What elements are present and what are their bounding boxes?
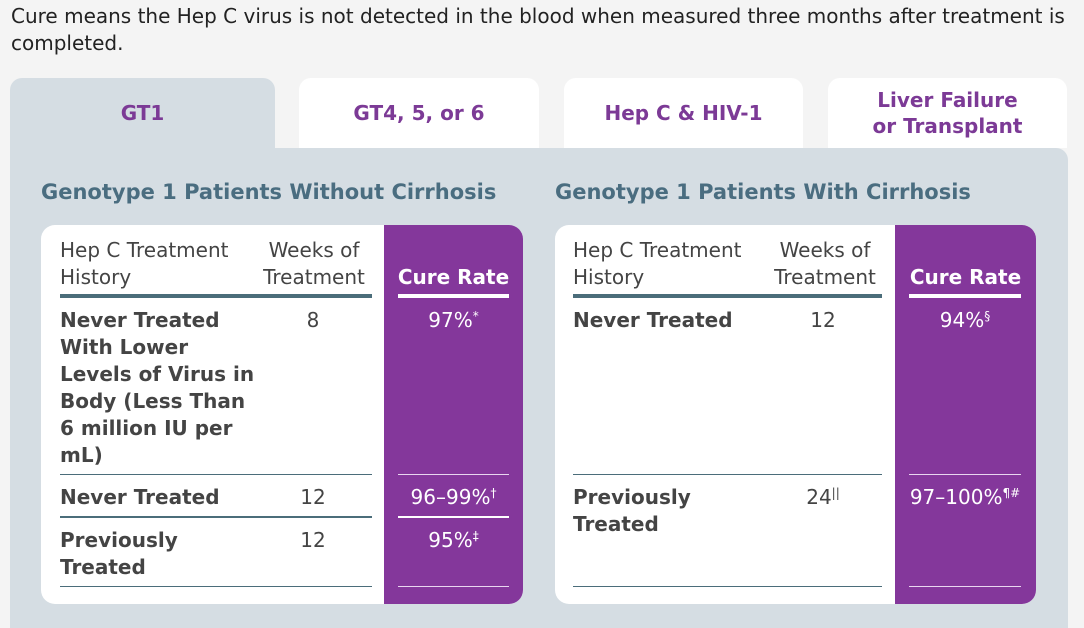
left-section-title: Genotype 1 Patients Without Cirrhosis [41, 180, 497, 204]
left-row3-divider [60, 586, 372, 587]
right-header-cure: Cure Rate [909, 265, 1022, 289]
left-row2-divider [60, 516, 372, 518]
left-row3-cure: 95%‡ [398, 527, 509, 554]
right-row2-cure: 97–100%¶# [905, 484, 1025, 511]
right-table-card: Hep C Treatment History Weeks of Treatme… [555, 225, 1036, 604]
right-row1-weeks-value: 12 [810, 308, 836, 332]
tab-liver-failure[interactable]: Liver Failure or Transplant [828, 78, 1067, 148]
left-row3-history: Previously Treated [60, 528, 178, 579]
right-row2-divider-cure [909, 586, 1021, 587]
left-row1-cure-value: 97% [428, 308, 473, 332]
right-row1-cure-mark: § [984, 309, 991, 323]
right-row1-divider [573, 474, 882, 475]
tab-gt1[interactable]: GT1 [10, 78, 275, 148]
right-row2-weeks-value: 24 [806, 485, 832, 509]
right-header-weeks: Weeks of Treatment [774, 238, 876, 289]
right-row1-history: Never Treated [573, 308, 733, 332]
right-header-rule [573, 294, 882, 298]
right-row1-cure: 94%§ [909, 307, 1021, 334]
tab-gt1-label: GT1 [120, 101, 165, 125]
right-row2-history: Previously Treated [573, 485, 691, 536]
left-row1-weeks: 8 [306, 308, 320, 332]
right-row1-weeks: 12 [793, 307, 853, 334]
left-row3-cure-value: 95% [428, 528, 473, 552]
left-row3-weeks: 12 [300, 528, 326, 552]
right-row2-weeks: 24|| [793, 484, 853, 511]
left-row1-divider [60, 474, 372, 475]
right-row2-divider [573, 586, 882, 587]
intro-text: Cure means the Hep C virus is not detect… [11, 4, 1065, 55]
left-row2-weeks: 12 [300, 485, 326, 509]
left-row2-cure-value: 96–99% [410, 485, 491, 509]
left-row2-cure: 96–99%† [398, 484, 509, 511]
right-row1-divider-cure [909, 474, 1021, 475]
left-row1-history: Never Treated With Lower Levels of Virus… [60, 308, 255, 467]
right-row1-cure-value: 94% [939, 308, 985, 332]
left-row3-divider-cure [398, 586, 509, 587]
left-row1-divider-cure [398, 474, 509, 475]
left-header-history: Hep C Treatment History [60, 238, 229, 289]
tab-liver-failure-label: Liver Failure or Transplant [872, 88, 1023, 138]
left-header-rule [60, 294, 372, 298]
tab-hep-c-hiv-label: Hep C & HIV-1 [604, 101, 763, 125]
tab-gt4-5-6-label: GT4, 5, or 6 [353, 101, 485, 125]
right-row2-cure-value: 97–100% [909, 485, 1003, 509]
right-header-history: Hep C Treatment History [573, 238, 742, 289]
left-header-weeks: Weeks of Treatment [263, 238, 365, 289]
left-row2-cure-mark: † [490, 486, 497, 500]
right-header-rule-cure [909, 294, 1021, 298]
left-row2-divider-cure [398, 516, 509, 518]
left-header-rule-cure [398, 294, 509, 298]
tab-gt4-5-6[interactable]: GT4, 5, or 6 [299, 78, 539, 148]
left-row1-cure-mark: * [472, 309, 479, 323]
right-row2-weeks-mark: || [831, 486, 840, 500]
left-row2-history: Never Treated [60, 485, 220, 509]
left-row3-cure-mark: ‡ [472, 529, 479, 543]
left-row1-cure: 97%* [398, 307, 509, 334]
right-section-title: Genotype 1 Patients With Cirrhosis [555, 180, 971, 204]
left-cure-column [384, 225, 523, 604]
right-row2-cure-mark: ¶# [1002, 486, 1021, 500]
tab-hep-c-hiv[interactable]: Hep C & HIV-1 [564, 78, 803, 148]
left-header-cure: Cure Rate [397, 265, 510, 289]
left-table-card: Hep C Treatment History Weeks of Treatme… [41, 225, 523, 604]
right-cure-column [895, 225, 1036, 604]
